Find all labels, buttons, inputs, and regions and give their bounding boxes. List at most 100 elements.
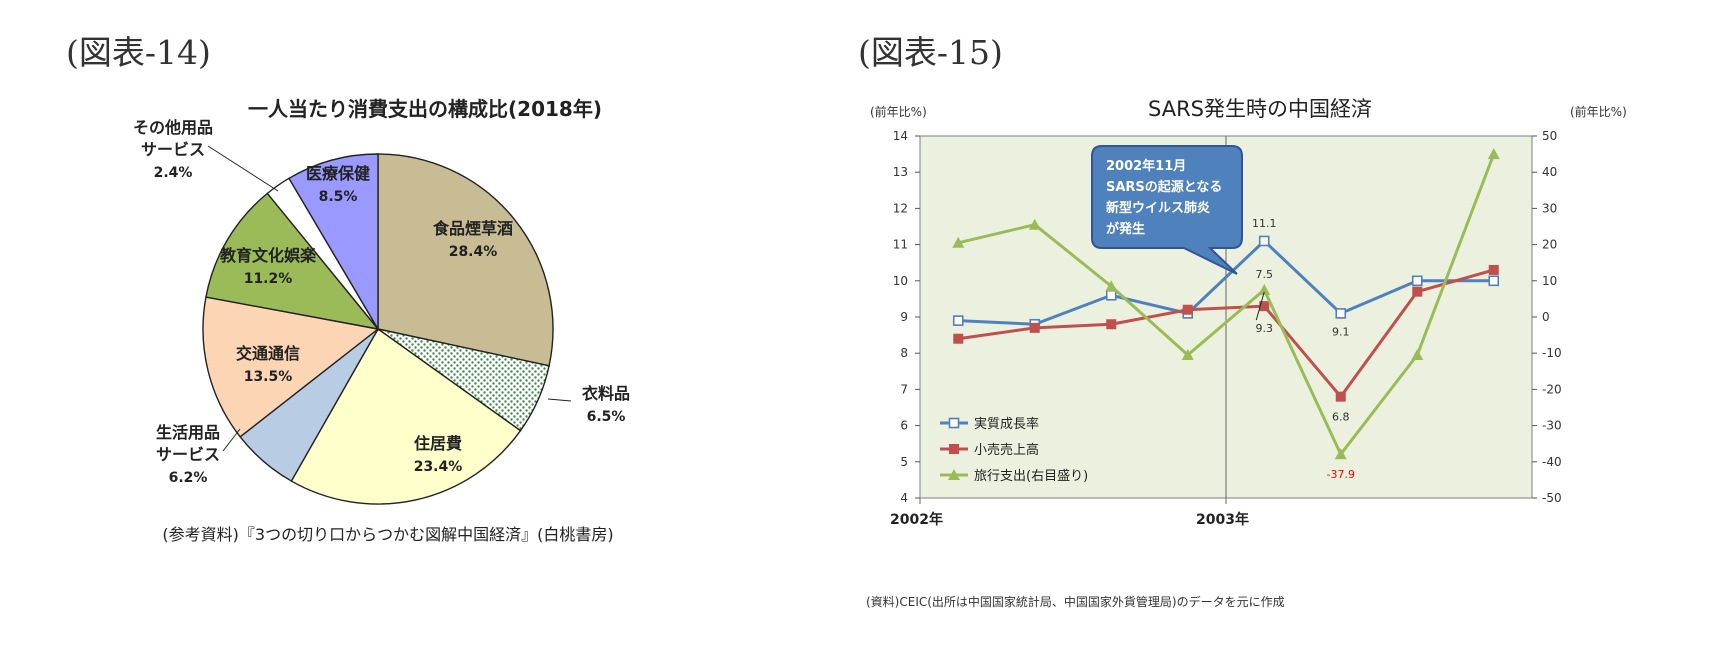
- series-line: [958, 238, 1494, 326]
- pie-slice-label: サービス: [141, 140, 205, 159]
- callout-text: SARSの起源となる: [1106, 179, 1222, 195]
- data-annotation: 9.3: [1256, 322, 1274, 335]
- legend-marker: [949, 444, 959, 454]
- pie-slice-label: 食品煙草酒: [432, 219, 513, 238]
- legend-label: 実質成長率: [974, 416, 1039, 432]
- x-axis-label: 2002年: [890, 511, 943, 528]
- pie-slice-label: 医療保健: [306, 164, 370, 183]
- callout-text: 新型ウイルス肺炎: [1106, 200, 1210, 216]
- pie-slice: [288, 153, 379, 332]
- series-point: [1182, 304, 1193, 315]
- pie-slice-label: 住居費: [414, 434, 462, 453]
- callout-text: が発生: [1106, 221, 1145, 237]
- pie-title: 一人当たり消費支出の構成比(2018年): [248, 97, 602, 121]
- pie-slice-value: 6.5%: [587, 409, 626, 425]
- x-axis-label: 2003年: [1196, 511, 1249, 528]
- pie-slice-value: 11.2%: [244, 271, 293, 287]
- legend-label: 小売売上高: [974, 442, 1039, 458]
- right-axis-tick-label: 40: [1542, 165, 1557, 179]
- pie-chart-svg: 一人当たり消費支出の構成比(2018年) 食品煙草酒 28.4% 衣料品 6.5% 住居…: [133, 97, 630, 544]
- series-point: [952, 236, 965, 248]
- left-axis-tick-label: 6: [900, 419, 908, 433]
- pie-leader-line: [547, 398, 572, 402]
- left-axis-tick-label: 10: [893, 274, 908, 288]
- pie-slice-label: 交通通信: [236, 344, 300, 363]
- pie-leader-line: [207, 145, 279, 192]
- series-point: [953, 333, 964, 344]
- series-point: [1488, 264, 1499, 275]
- pie-slice-value: 13.5%: [244, 369, 293, 385]
- pie-leader-line: [222, 428, 241, 452]
- figure-15-label: (図表-15): [858, 33, 1003, 72]
- right-axis-unit: (前年比%): [1570, 104, 1627, 119]
- pie-slice: [205, 192, 380, 331]
- series-point: [1411, 349, 1424, 361]
- series-point: [1488, 275, 1500, 287]
- line-source-note: (資料)CEIC(出所は中国国家統計局、中国国家外貨管理局)のデータを元に作成: [866, 594, 1285, 609]
- data-annotation: -37.9: [1327, 468, 1355, 481]
- series-point: [1258, 235, 1270, 247]
- series-point: [1487, 148, 1500, 160]
- pie-slice-label: 衣料品: [582, 384, 630, 403]
- right-axis-tick-label: -10: [1542, 346, 1562, 360]
- left-axis-tick-label: 11: [893, 238, 908, 252]
- left-axis-tick-label: 9: [900, 310, 908, 324]
- right-axis-tick-label: 30: [1542, 201, 1557, 215]
- figure-14-label: (図表-14): [66, 33, 211, 72]
- data-annotation: 6.8: [1332, 411, 1350, 424]
- line-chart-svg: (前年比%) (前年比%) SARS発生時の中国経済 4 5 6 7 8 9 10 11 12 1…: [866, 97, 1627, 609]
- series-point: [1029, 322, 1040, 333]
- series-line: [958, 268, 1495, 400]
- right-axis-tick-label: 10: [1542, 274, 1557, 288]
- right-axis-tick-label: 20: [1542, 238, 1557, 252]
- annotation-leader: [1255, 291, 1265, 321]
- pie-slice-value: 2.4%: [154, 165, 193, 181]
- series-point: [1411, 275, 1423, 287]
- callout-bubble: [1091, 145, 1243, 275]
- series-point: [1181, 349, 1194, 361]
- line-chart-title: SARS発生時の中国経済: [1148, 97, 1372, 121]
- data-annotation: 7.5: [1256, 268, 1274, 281]
- left-axis-unit: (前年比%): [870, 104, 927, 119]
- legend-marker: [948, 469, 960, 480]
- data-annotation: 9.1: [1332, 325, 1350, 338]
- left-axis-tick-label: 7: [900, 382, 908, 396]
- series-point: [1105, 280, 1118, 292]
- left-axis-tick-label: 4: [900, 491, 908, 505]
- pie-slice: [202, 296, 380, 438]
- pie-slice-label: 教育文化娯楽: [220, 246, 317, 265]
- series-point: [1412, 286, 1423, 297]
- data-annotation: 11.1: [1252, 217, 1277, 230]
- series-point: [1335, 308, 1347, 319]
- right-axis-tick-label: -20: [1542, 382, 1562, 396]
- series-point: [1259, 301, 1270, 312]
- left-axis-tick-label: 5: [900, 455, 908, 469]
- right-axis-tick-label: 0: [1542, 310, 1550, 324]
- pie-slice-value: 6.2%: [169, 470, 208, 486]
- pie-chart: 一人当たり消費支出の構成比(2018年) 食品煙草酒 28.4% 衣料品 6.5% 住居…: [120, 88, 730, 608]
- pie-slice-label: サービス: [156, 445, 220, 464]
- series-line: [957, 153, 1496, 458]
- series-point: [952, 315, 964, 326]
- right-axis-tick-label: -30: [1542, 419, 1562, 433]
- series-point: [1105, 289, 1117, 301]
- pie-slice: [290, 327, 522, 505]
- pie-slice-value: 8.5%: [319, 189, 358, 205]
- left-axis-tick-label: 8: [900, 346, 908, 360]
- pie-slice: [377, 153, 554, 367]
- pie-slice-value: 23.4%: [414, 459, 463, 475]
- pie-slice-label: 生活用品: [156, 423, 220, 442]
- left-axis-tick-label: 14: [893, 129, 908, 143]
- series-point: [1106, 319, 1117, 330]
- legend-label: 旅行支出(右目盛り): [974, 469, 1088, 484]
- left-axis-tick-label: 13: [893, 165, 908, 179]
- legend-marker: [948, 417, 960, 429]
- series-point: [1258, 283, 1271, 295]
- series-point: [1334, 448, 1347, 460]
- left-axis-tick-label: 12: [893, 201, 908, 215]
- pie-slice-label: その他用品: [133, 118, 213, 137]
- line-chart: (前年比%) (前年比%) SARS発生時の中国経済 4 5 6 7 8 9 10 11 12 1…: [860, 92, 1660, 620]
- callout-text: 2002年11月: [1106, 158, 1186, 174]
- series-point: [1028, 218, 1041, 230]
- right-axis-tick-label: -50: [1542, 491, 1562, 505]
